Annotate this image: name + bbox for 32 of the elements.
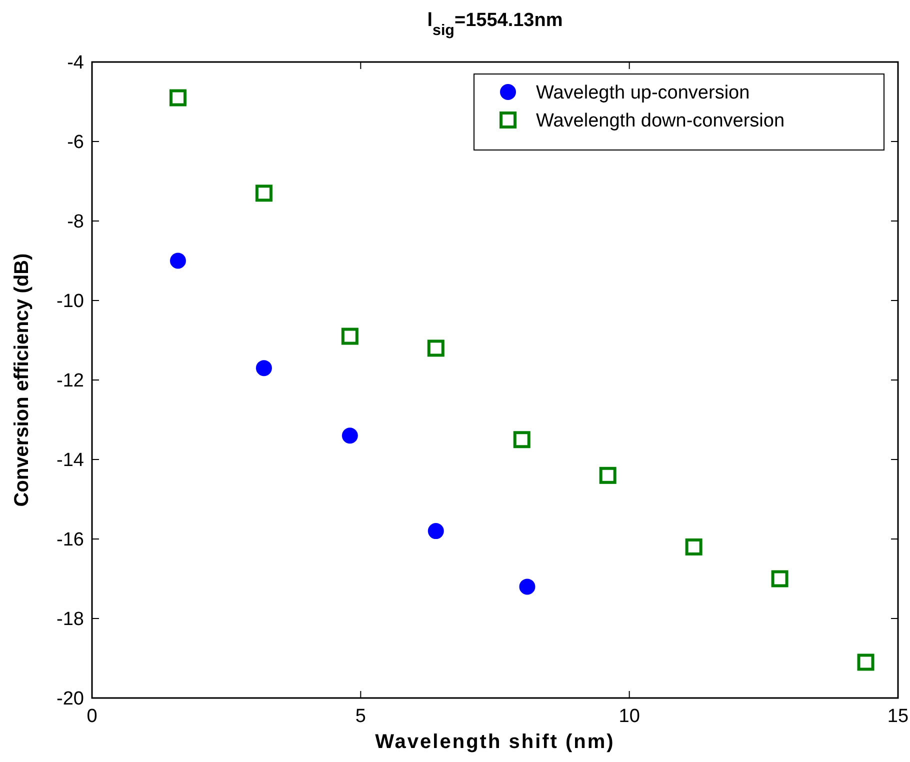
legend-label: Wavelength down-conversion [536, 110, 785, 132]
y-tick-label: -18 [56, 609, 84, 630]
y-tick-label: -14 [56, 450, 84, 472]
point [170, 252, 186, 269]
legend-label: Wavelegth up-conversion [536, 82, 750, 104]
y-tick-label: -6 [67, 132, 84, 154]
point [427, 340, 444, 357]
point [771, 570, 788, 588]
point [256, 360, 272, 376]
y-tick-label: -12 [56, 370, 84, 392]
x-axis-title: Wavelength shift (nm) [375, 731, 615, 753]
y-tick-label: -4 [67, 52, 84, 74]
point [428, 523, 444, 540]
point [857, 654, 874, 671]
y-tick-label: -20 [56, 688, 84, 710]
x-tick-label: 10 [618, 706, 640, 727]
point [519, 578, 536, 595]
point [169, 89, 186, 106]
point [255, 184, 272, 202]
point [341, 328, 358, 345]
point [685, 538, 702, 556]
y-tick-label: -10 [56, 291, 84, 312]
y-tick-label: -8 [67, 212, 84, 233]
chart-title: l$_{sig}$=1554.13nm [427, 10, 563, 38]
y-tick-label: -16 [56, 530, 84, 551]
point [513, 431, 530, 448]
point [342, 428, 358, 444]
x-tick-label: 15 [887, 706, 909, 727]
x-tick-label: 0 [86, 706, 98, 727]
point [599, 466, 616, 484]
y-axis-title: Conversion efficiency (dB) [11, 253, 33, 507]
x-tick-label: 5 [355, 706, 366, 727]
